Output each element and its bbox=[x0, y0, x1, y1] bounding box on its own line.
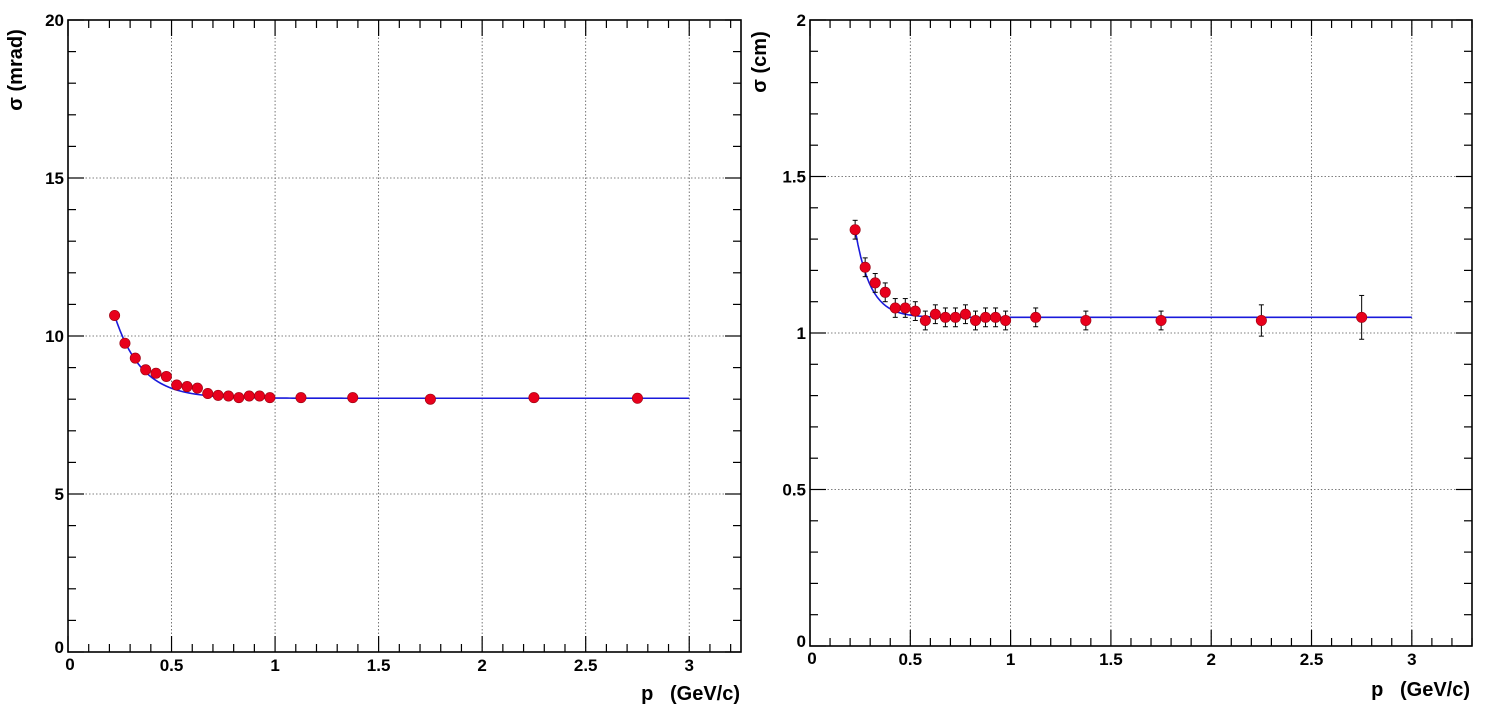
data-point bbox=[528, 392, 540, 404]
data-point bbox=[347, 392, 359, 404]
data-point bbox=[869, 277, 881, 289]
data-point bbox=[212, 389, 224, 401]
data-point bbox=[191, 382, 203, 394]
data-point bbox=[150, 367, 162, 379]
chart-spatial-resolution: 0 0.5 1 1.5 2 2.5 3 0 0.5 1 1.5 2 p (GeV/c) σ (cm) bbox=[749, 11, 1473, 701]
data-point bbox=[160, 370, 172, 382]
data-point bbox=[969, 314, 981, 326]
x-tick-label: 3 bbox=[684, 656, 693, 675]
data-point bbox=[129, 352, 141, 364]
x-tick-label: 3 bbox=[1407, 650, 1416, 669]
data-point bbox=[1000, 314, 1012, 326]
data-point bbox=[254, 390, 266, 402]
data-point bbox=[181, 381, 193, 393]
y-tick-label: 5 bbox=[55, 485, 64, 504]
data-point bbox=[424, 393, 436, 405]
x-tick-label: 2 bbox=[477, 656, 486, 675]
y-tick-label: 15 bbox=[45, 169, 64, 188]
data-point bbox=[909, 305, 921, 317]
data-point bbox=[222, 390, 234, 402]
y-axis-label: σ (cm) bbox=[749, 31, 771, 92]
data-point bbox=[879, 286, 891, 298]
y-tick-label: 0 bbox=[55, 638, 64, 657]
data-point bbox=[1080, 314, 1092, 326]
x-tick-label: 2 bbox=[1206, 650, 1215, 669]
data-point bbox=[929, 308, 941, 320]
data-point bbox=[889, 302, 901, 314]
y-tick-label: 10 bbox=[45, 327, 64, 346]
x-tick-label: 0 bbox=[807, 649, 816, 668]
data-point bbox=[202, 388, 214, 400]
x-tick-label: 2.5 bbox=[1300, 650, 1324, 669]
data-point bbox=[1255, 314, 1267, 326]
data-point bbox=[243, 390, 255, 402]
x-tick-label: 1.5 bbox=[1099, 650, 1123, 669]
data-point bbox=[1155, 314, 1167, 326]
data-point bbox=[899, 302, 911, 314]
data-point bbox=[949, 311, 961, 323]
x-tick-label: 1 bbox=[270, 656, 279, 675]
data-point bbox=[859, 261, 871, 273]
data-point bbox=[109, 309, 121, 321]
data-point bbox=[295, 392, 307, 404]
y-tick-label: 20 bbox=[45, 11, 64, 30]
data-point bbox=[264, 392, 276, 404]
x-axis-label: p (GeV/c) bbox=[1371, 679, 1470, 701]
fit-curve bbox=[854, 229, 1412, 319]
x-tick-label: 0.5 bbox=[160, 656, 184, 675]
data-point bbox=[140, 364, 152, 376]
y-tick-label: 0 bbox=[797, 632, 806, 651]
data-point bbox=[119, 337, 131, 349]
x-tick-label: 0 bbox=[65, 655, 74, 674]
data-point bbox=[849, 224, 861, 236]
data-point bbox=[919, 314, 931, 326]
x-tick-label: 0.5 bbox=[898, 650, 922, 669]
y-tick-label: 1 bbox=[797, 324, 806, 343]
data-point bbox=[980, 311, 992, 323]
chart-angular-resolution: 0 0.5 1 1.5 2 2.5 3 0 5 10 15 20 p (GeV/c) σ (mrad) bbox=[5, 11, 742, 705]
x-tick-label: 2.5 bbox=[574, 656, 598, 675]
data-point bbox=[959, 308, 971, 320]
y-axis-label: σ (mrad) bbox=[5, 29, 27, 110]
x-tick-label: 1.5 bbox=[367, 656, 391, 675]
data-point bbox=[233, 392, 245, 404]
data-point bbox=[171, 379, 183, 391]
y-tick-label: 0.5 bbox=[782, 481, 806, 500]
data-point bbox=[990, 311, 1002, 323]
data-point bbox=[939, 311, 951, 323]
y-tick-label: 2 bbox=[797, 11, 806, 30]
data-point bbox=[1030, 311, 1042, 323]
data-point bbox=[631, 392, 643, 404]
data-point bbox=[1356, 311, 1368, 323]
y-tick-label: 1.5 bbox=[782, 168, 806, 187]
x-tick-label: 1 bbox=[1006, 650, 1015, 669]
x-axis-label: p (GeV/c) bbox=[641, 683, 740, 705]
